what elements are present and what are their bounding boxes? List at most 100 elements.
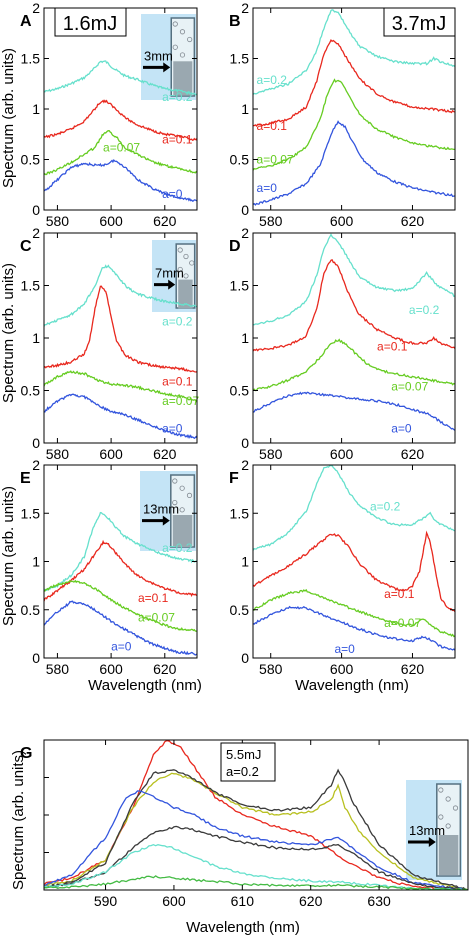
arrow-head-icon [162, 515, 170, 526]
series-label: a=0.07 [162, 394, 199, 408]
series-line [253, 391, 455, 431]
y-tick-label: 0 [241, 435, 249, 451]
series-line [44, 768, 468, 890]
y-tick-label: 0.5 [230, 152, 250, 168]
series-line [44, 790, 468, 890]
panel-letter: A [20, 13, 32, 30]
y-tick-label: 1.5 [21, 51, 41, 67]
inset-g: 13mm [406, 780, 462, 880]
y-tick-label: 0 [241, 202, 249, 218]
series-line [44, 579, 197, 632]
series-line [44, 158, 197, 202]
x-tick-label: 600 [330, 446, 354, 462]
series-label: a=0.07 [391, 380, 428, 394]
arrow-head-icon [428, 837, 436, 847]
panel-letter: B [229, 13, 241, 30]
panel-g: 13mm 590 600 610 620 630 G [20, 739, 469, 909]
y-axis-label-g: Spectrum (arb. units) [10, 750, 27, 890]
series-label: a=0.1 [138, 591, 169, 605]
series-group [44, 60, 197, 202]
series-line [253, 605, 455, 651]
y-tick-label: 2 [241, 0, 249, 16]
series-line [44, 772, 468, 890]
inset-a: 3mm [141, 14, 196, 100]
y-tick-label: 1 [32, 101, 40, 117]
x-tick-label: 620 [153, 446, 177, 462]
series-label: a=0 [162, 187, 183, 201]
series-line [253, 530, 455, 613]
y-axis-label-row2: Spectrum (arb. units) [0, 263, 17, 403]
series-line [44, 99, 197, 142]
x-tick-label: 600 [99, 661, 123, 677]
y-tick-label: 1.5 [21, 505, 41, 521]
series-label: a=0.2 [162, 314, 193, 328]
series-label: a=0.2 [409, 303, 440, 317]
panels: 3mm a=0.2 a=0.1 a=0.07 a=0 580 600 620 0 0.5 1 1.5 2… [20, 0, 469, 909]
series-label: a=0.1 [257, 119, 288, 133]
inset-distance-label: 7mm [155, 266, 184, 281]
x-tick-label: 580 [46, 661, 70, 677]
panel-letter: C [20, 238, 32, 255]
series-label: a=0 [257, 181, 278, 195]
arrow-head-icon [163, 62, 171, 73]
series-line [44, 60, 197, 96]
x-axis-label-e: Wavelength (nm) [88, 677, 202, 694]
panel-letter: D [229, 238, 241, 255]
y-tick-label: 2 [32, 225, 40, 241]
inset-distance-label: 13mm [143, 502, 179, 517]
series-label: a=0.07 [138, 610, 175, 624]
series-label: a=0.07 [257, 153, 294, 167]
x-tick-label: 620 [401, 213, 425, 229]
bubble-icon [179, 507, 185, 513]
series-label: a=0.2 [257, 73, 288, 87]
series-line [44, 393, 197, 440]
series-label: a=0 [391, 422, 412, 436]
panel-f: a=0.2 a=0.1 a=0.07 a=0 580 600 620 0 0.5 1 1.5 2F [229, 457, 456, 677]
y-tick-label: 0 [32, 202, 40, 218]
series-line [44, 875, 468, 890]
bubble-icon [179, 485, 185, 491]
inset-e: 13mm [140, 471, 196, 551]
bubble-icon [438, 814, 444, 820]
series-label: a=0.07 [384, 616, 421, 630]
series-line [44, 285, 197, 373]
panel-c: 7mm a=0.2 a=0.1 a=0.07 a=0 580 600 620 0 0.5 1 1.5 2… [20, 225, 199, 462]
x-tick-label: 620 [153, 213, 177, 229]
bubble-icon [172, 44, 178, 50]
series-line [253, 233, 455, 326]
y-tick-label: 0 [32, 435, 40, 451]
series-group [253, 465, 455, 651]
series-label: a=0.07 [103, 140, 140, 154]
x-tick-label: 600 [330, 213, 354, 229]
x-tick-label: 620 [299, 893, 323, 909]
y-tick-label: 0.5 [230, 602, 250, 618]
series-line [44, 511, 197, 592]
bubble-icon [172, 21, 178, 27]
y-tick-label: 2 [32, 0, 40, 16]
bubble-icon [445, 823, 451, 829]
series-line [44, 539, 197, 602]
y-tick-label: 1.5 [230, 505, 250, 521]
series-line [44, 370, 197, 403]
y-tick-label: 0.5 [21, 383, 41, 399]
bubble-icon [179, 52, 186, 58]
y-tick-label: 0.5 [21, 602, 41, 618]
bubble-icon [179, 29, 186, 35]
y-tick-label: 2 [241, 225, 249, 241]
x-axis-label-f: Wavelength (nm) [295, 677, 409, 694]
bubble-icon [172, 478, 178, 484]
series-line [44, 600, 197, 656]
series-label: a=0.1 [377, 340, 408, 354]
x-tick-label: 600 [162, 893, 186, 909]
y-tick-label: 1 [241, 554, 249, 570]
sediment-icon [438, 835, 459, 875]
sediment-icon [173, 61, 193, 96]
x-tick-label: 580 [46, 446, 70, 462]
x-axis-label-g: Wavelength (nm) [186, 919, 300, 936]
series-line [253, 120, 455, 206]
x-tick-label: 600 [99, 446, 123, 462]
y-axis-label-row1: Spectrum (arb. units) [0, 48, 17, 188]
series-group [44, 264, 197, 440]
y-tick-label: 1 [241, 101, 249, 117]
energy-label-right: 3.7mJ [392, 13, 446, 35]
